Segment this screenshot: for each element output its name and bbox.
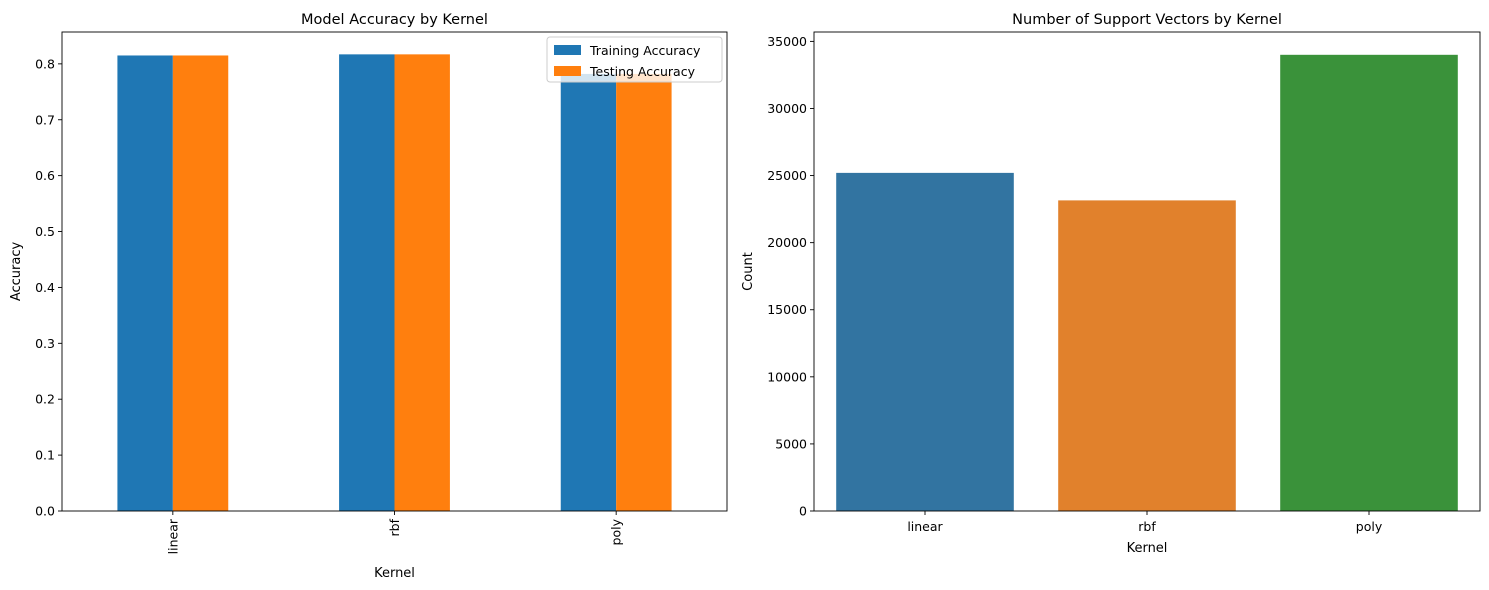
chart-title: Model Accuracy by Kernel [301, 12, 488, 28]
y-tick-label: 0.0 [35, 504, 55, 519]
y-tick-label: 0.8 [35, 56, 55, 71]
x-tick-label: poly [1356, 519, 1383, 534]
y-axis-label: Accuracy [9, 242, 24, 302]
bar-poly [1280, 54, 1458, 512]
bar-linear [836, 172, 1014, 511]
x-tick-label: linear [907, 519, 943, 534]
y-tick-label: 30000 [767, 101, 807, 116]
chart-title: Number of Support Vectors by Kernel [1012, 12, 1282, 28]
x-axis-label: Kernel [374, 566, 415, 581]
accuracy-chart: 0.0 0.1 0.2 0.3 0.4 0.5 0.6 0.7 0.8 linear rbf poly… [9, 12, 728, 581]
y-tick-label: 15000 [767, 302, 807, 317]
x-axis-label: Kernel [1127, 541, 1168, 556]
bar-testing-accuracy-poly [616, 73, 672, 511]
y-axis-label: Count [741, 252, 756, 291]
bar-training-accuracy-rbf [339, 54, 395, 512]
bar-training-accuracy-linear [117, 55, 173, 511]
y-tick-label: 0.5 [35, 224, 55, 239]
y-tick-label: 0.3 [35, 336, 55, 351]
y-tick-label: 10000 [767, 369, 807, 384]
x-tick-label: linear [165, 518, 180, 554]
legend-swatch [554, 66, 581, 76]
y-tick-label: 5000 [775, 436, 807, 451]
y-tick-label: 0.6 [35, 168, 55, 183]
y-tick-label: 25000 [767, 168, 807, 183]
y-tick-label: 0.7 [35, 112, 55, 127]
y-tick-label: 20000 [767, 235, 807, 250]
bar-testing-accuracy-rbf [394, 54, 450, 512]
y-tick-label: 0.1 [35, 448, 55, 463]
legend-label: Training Accuracy [589, 43, 701, 58]
y-tick-label: 0.2 [35, 392, 55, 407]
x-tick-label: rbf [1138, 519, 1156, 534]
legend-label: Testing Accuracy [589, 64, 696, 79]
y-tick-label: 0 [799, 504, 807, 519]
legend-box [546, 36, 723, 83]
bar-rbf [1058, 200, 1236, 512]
legend: Training Accuracy Testing Accuracy [546, 36, 723, 83]
x-tick-label: rbf [387, 518, 402, 536]
y-tick-label: 0.4 [35, 280, 55, 295]
legend-swatch [554, 45, 581, 55]
bar-testing-accuracy-linear [172, 55, 229, 511]
support-vectors-chart: 0 5000 10000 15000 20000 25000 30000 35000 linea… [741, 12, 1481, 556]
x-tick-label: poly [609, 518, 624, 545]
bar-training-accuracy-poly [560, 73, 617, 511]
y-tick-label: 35000 [767, 34, 807, 49]
